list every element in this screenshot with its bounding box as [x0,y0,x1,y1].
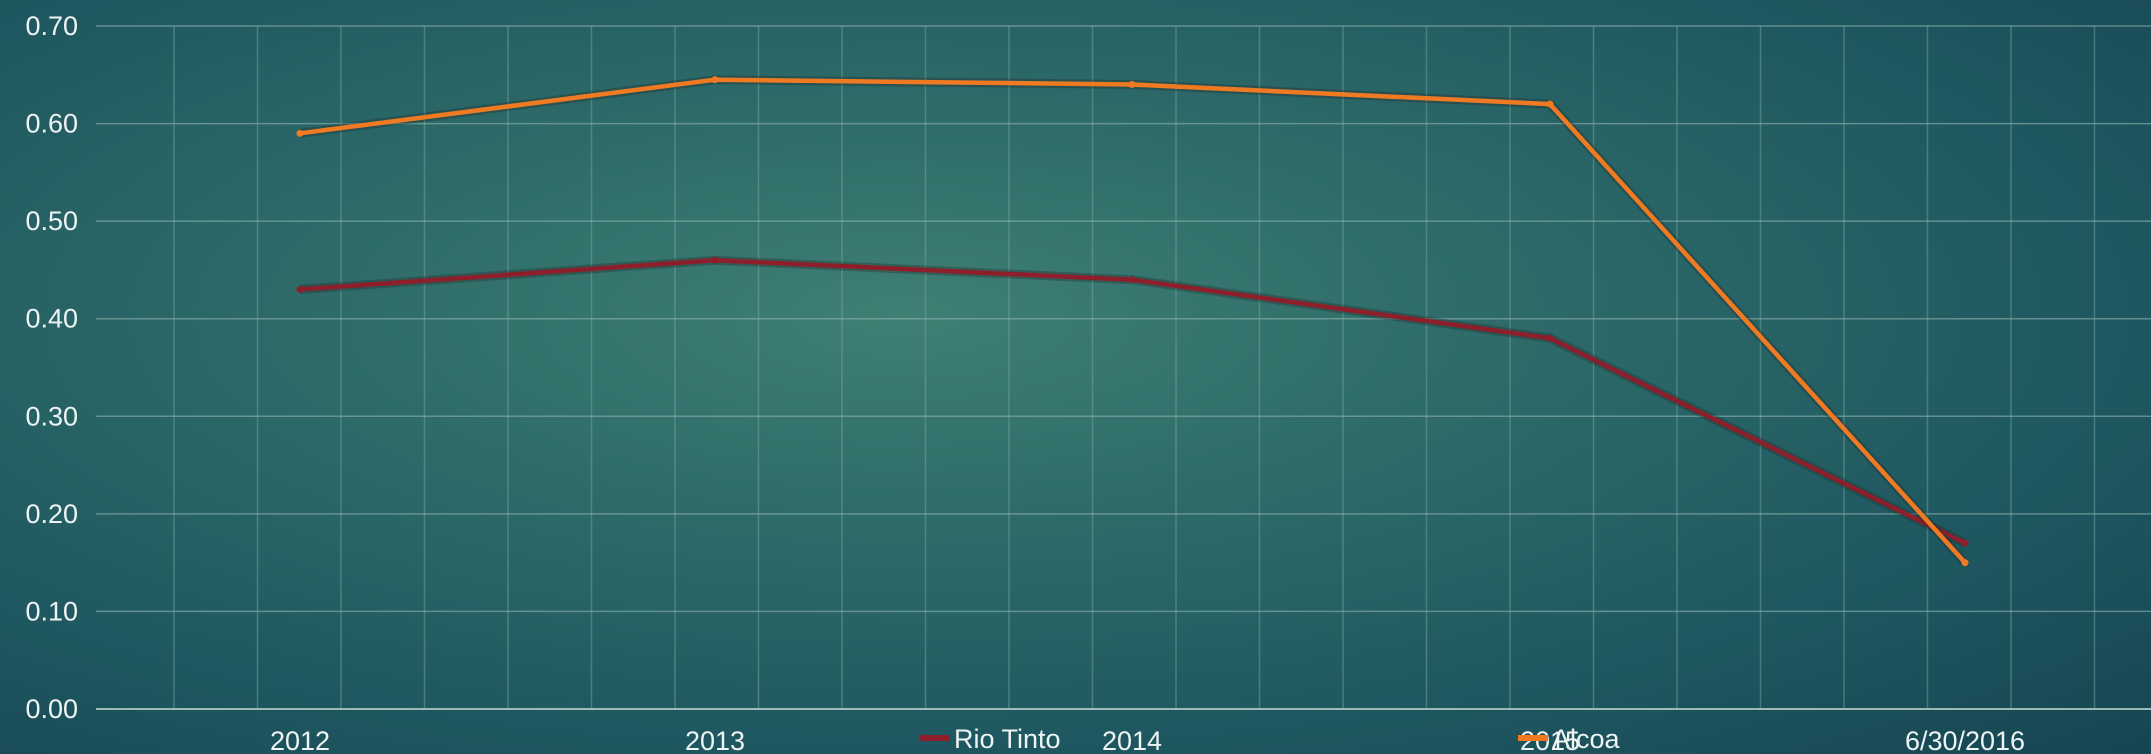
data-point [1546,100,1554,108]
y-tick-label: 0.60 [25,109,78,139]
data-point [1961,559,1969,567]
data-point [711,76,719,84]
data-point [711,256,719,264]
data-point [296,129,304,137]
y-axis: 0.00 0.10 0.20 0.30 0.40 0.50 0.60 0.70 [25,11,78,724]
series-layer [296,75,1969,567]
legend-label: Rio Tinto [954,724,1061,754]
y-tick-label: 0.20 [25,499,78,529]
x-axis: 2012 2013 2014 2015 6/30/2016 [270,726,2025,754]
y-tick-label: 0.00 [25,694,78,724]
data-point [1546,334,1554,342]
series-line-shadow [299,75,1969,566]
x-tick-label: 2014 [1102,726,1162,754]
data-point [1128,81,1136,89]
data-point [1961,539,1969,547]
series-line [297,77,1968,565]
data-point [296,285,304,293]
y-tick-label: 0.30 [25,401,78,431]
y-tick-label: 0.40 [25,304,78,334]
series-line-shadow [299,255,1967,548]
x-tick-label: 2013 [685,726,745,754]
minor-gridlines [173,26,2096,709]
x-tick-label: 2012 [270,726,330,754]
legend-label: Alcoa [1552,724,1621,754]
y-tick-label: 0.70 [25,11,78,41]
x-tick-label: 6/30/2016 [1905,726,2025,754]
y-tick-label: 0.50 [25,206,78,236]
major-gridlines [96,25,2151,710]
series-line [297,257,1968,546]
legend: Rio Tinto Alcoa [920,724,1621,754]
data-point [1128,276,1136,284]
y-tick-label: 0.10 [25,596,78,626]
